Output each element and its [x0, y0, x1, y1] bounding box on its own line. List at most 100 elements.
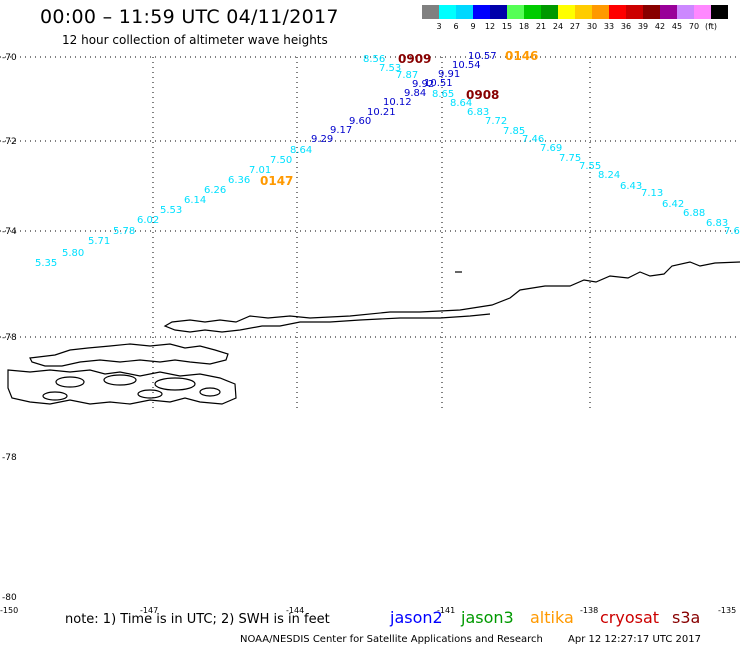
legend-s3a: s3a: [672, 608, 701, 627]
wave-height-label: 6.83: [706, 218, 728, 229]
colorbar-label: 6: [453, 22, 459, 31]
wave-height-label: 6.88: [683, 208, 705, 219]
wave-height-label: 7.85: [503, 126, 525, 137]
lon-label: -138: [580, 606, 599, 615]
colorbar-label: 33: [603, 22, 615, 31]
colorbar-swatch: [439, 5, 456, 19]
wave-height-label: 8.64: [290, 145, 312, 156]
lon-label: -150: [0, 606, 19, 615]
colorbar-label: (ft): [704, 22, 718, 31]
legend-altika: altika: [530, 608, 574, 627]
pass-time-label: 0908: [466, 88, 499, 102]
colorbar-swatch: [541, 5, 558, 19]
map-title: 00:00 – 11:59 UTC 04/11/2017: [40, 6, 339, 28]
colorbar-label: 12: [484, 22, 496, 31]
colorbar-label: 70: [688, 22, 700, 31]
wave-height-label: 8.56: [363, 54, 385, 65]
wave-height-label: 5.53: [160, 205, 182, 216]
wave-height-label: 10.54: [452, 60, 481, 71]
legend-cryosat: cryosat: [600, 608, 660, 627]
colorbar-swatch: [609, 5, 626, 19]
pass-time-label: 0146: [505, 49, 538, 63]
lat-label: -80: [2, 593, 17, 603]
wave-height-label: 8.24: [598, 170, 620, 181]
colorbar-label: 27: [569, 22, 581, 31]
wave-height-label: 6.02: [137, 215, 159, 226]
colorbar-label: 30: [586, 22, 598, 31]
wave-height-label: 7.55: [579, 161, 601, 172]
graticule: [0, 56, 740, 410]
generated-timestamp: Apr 12 12:27:17 UTC 2017: [568, 634, 701, 645]
colorbar-label: 24: [552, 22, 564, 31]
colorbar-swatch: [711, 5, 728, 19]
wave-height-label: 7.53: [379, 63, 401, 74]
colorbar-swatch: [677, 5, 694, 19]
lat-label: -74: [2, 227, 17, 237]
wave-height-label: 6.43: [620, 181, 642, 192]
colorbar-swatch: [558, 5, 575, 19]
wave-height-label: 6.42: [662, 199, 684, 210]
wave-height-label: 6.83: [467, 107, 489, 118]
wave-height-label: 8.64: [450, 98, 472, 109]
pass-time-label: 0147: [260, 174, 293, 188]
colorbar-swatch: [643, 5, 660, 19]
wave-height-label: 9.91: [438, 69, 460, 80]
colorbar-label: 18: [518, 22, 530, 31]
wave-height-label: 7.69: [540, 143, 562, 154]
legend-jason2: jason2: [390, 608, 443, 627]
wave-height-label: 9.92: [412, 79, 434, 90]
pass-time-label: 0909: [398, 52, 431, 66]
colorbar-swatch: [456, 5, 473, 19]
colorbar-label: 15: [501, 22, 513, 31]
wave-height-label: 9.17: [330, 125, 352, 136]
lon-label: -135: [718, 606, 737, 615]
wave-height-label: 7.13: [641, 188, 663, 199]
wave-height-label: 10.12: [383, 97, 412, 108]
wave-height-label: 8.65: [432, 89, 454, 100]
lon-label: -141: [437, 606, 456, 615]
colorbar-swatch: [507, 5, 524, 19]
lat-label: -78: [2, 453, 17, 463]
wave-height-label: 5.78: [113, 226, 135, 237]
wave-height-label: 7.01: [249, 165, 271, 176]
colorbar-swatch: [592, 5, 609, 19]
wave-height-label: 10.51: [424, 78, 453, 89]
credit-line: NOAA/NESDIS Center for Satellite Applica…: [240, 634, 543, 645]
wave-height-label: 6.26: [204, 185, 226, 196]
lat-label: -78: [2, 333, 17, 343]
colorbar-label: 42: [654, 22, 666, 31]
wave-height-label: 10.21: [367, 107, 396, 118]
colorbar-swatch: [490, 5, 507, 19]
colorbar-label: 21: [535, 22, 547, 31]
legend-jason3: jason3: [461, 608, 514, 627]
colorbar-swatch: [660, 5, 677, 19]
wave-height-label: 6.14: [184, 195, 206, 206]
wave-height-label: 6.36: [228, 175, 250, 186]
coastline: [7, 261, 740, 405]
wave-height-label: 5.71: [88, 236, 110, 247]
colorbar-swatch: [626, 5, 643, 19]
wave-height-label: 9.84: [404, 88, 426, 99]
colorbar-label: 9: [470, 22, 476, 31]
colorbar-swatch: [575, 5, 592, 19]
wave-height-label: 7.46: [522, 134, 544, 145]
wave-height-labels: 5.35 5.80 5.715.786.025.536.146.266.367.01…: [35, 49, 740, 269]
wave-height-label: 9.60: [349, 116, 371, 127]
colorbar-label: 3: [436, 22, 442, 31]
colorbar-swatch: [422, 5, 439, 19]
colorbar-swatch: [473, 5, 490, 19]
colorbar-swatch: [694, 5, 711, 19]
wave-height-label: 7.72: [485, 116, 507, 127]
lon-label: -144: [286, 606, 305, 615]
footer-note: note: 1) Time is in UTC; 2) SWH is in fe…: [65, 612, 330, 627]
wave-height-label: 7.87: [396, 70, 418, 81]
colorbar-label: 36: [620, 22, 632, 31]
lat-label: -72: [2, 137, 17, 147]
lon-label: -147: [140, 606, 159, 615]
colorbar-swatch: [524, 5, 541, 19]
wave-height-label: 7.75: [559, 153, 581, 164]
lat-label: -70: [2, 53, 17, 63]
map-subtitle: 12 hour collection of altimeter wave hei…: [62, 33, 328, 47]
